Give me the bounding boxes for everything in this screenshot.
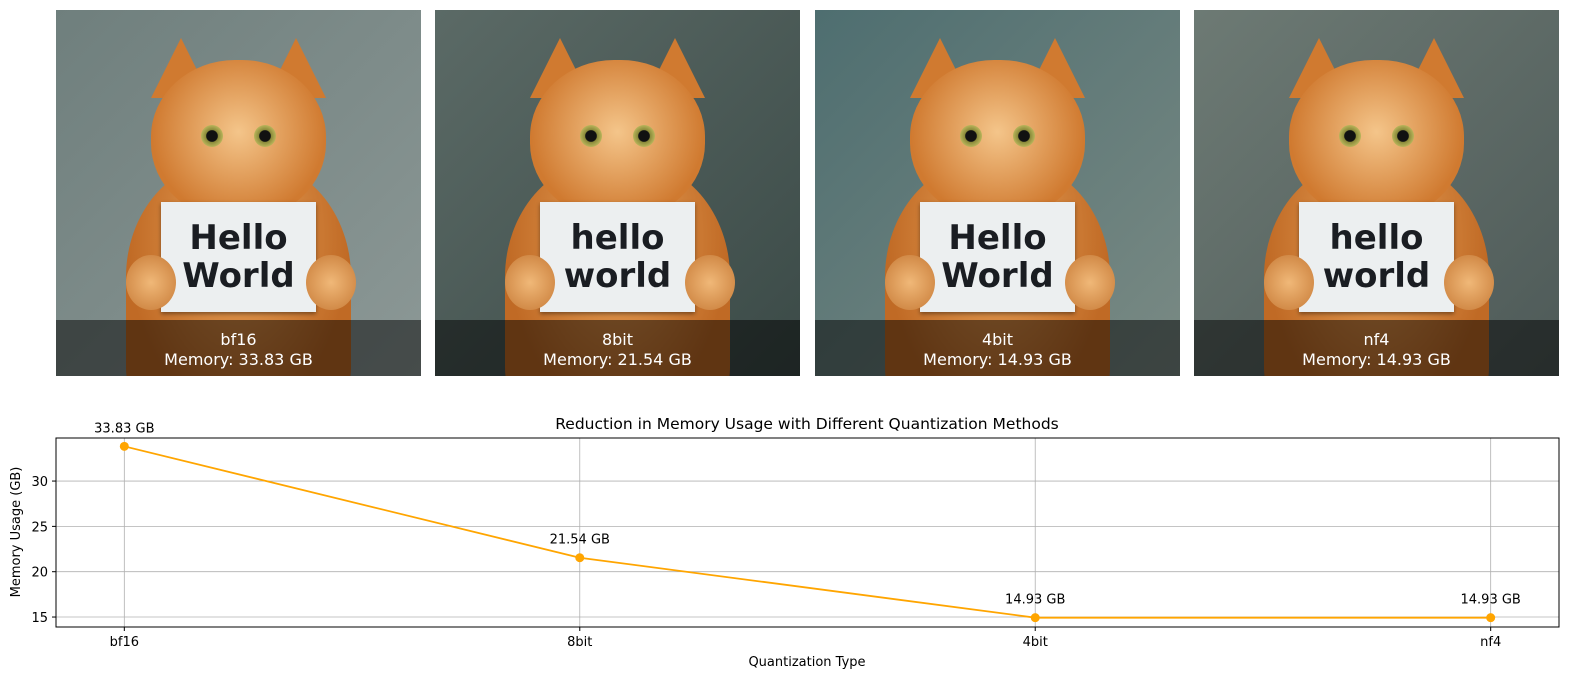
- cat-paw: [685, 255, 735, 310]
- cat-eye: [201, 125, 223, 147]
- data-label: 33.83 GB: [94, 421, 154, 436]
- memory-label: Memory: 14.93 GB: [923, 350, 1072, 369]
- chart-title: Reduction in Memory Usage with Different…: [555, 415, 1059, 433]
- data-point: [575, 553, 585, 563]
- cat-eye: [960, 125, 982, 147]
- data-label: 21.54 GB: [550, 533, 610, 548]
- cat-head: [910, 60, 1085, 220]
- x-tick-label: 8bit: [567, 635, 592, 650]
- caption-band: 8bit Memory: 21.54 GB: [435, 320, 800, 376]
- quantization-label: bf16: [220, 330, 257, 349]
- cat-eye: [254, 125, 276, 147]
- hello-world-sign: hello world: [540, 202, 695, 312]
- memory-label: Memory: 33.83 GB: [164, 350, 313, 369]
- memory-series-line: [124, 445, 1491, 619]
- data-point: [1030, 613, 1040, 623]
- data-label: 14.93 GB: [1461, 593, 1521, 608]
- x-tick-label: bf16: [110, 635, 139, 650]
- cat-paw: [1264, 255, 1314, 310]
- cat-paw: [126, 255, 176, 310]
- cat-paw: [885, 255, 935, 310]
- x-tick-label: 4bit: [1023, 635, 1048, 650]
- memory-label: Memory: 21.54 GB: [543, 350, 692, 369]
- cat-paw: [306, 255, 356, 310]
- axes-frame: [55, 437, 1560, 628]
- y-tick-label: 20: [31, 566, 48, 581]
- image-panel-bf16: Hello World bf16 Memory: 33.83 GB: [56, 10, 421, 376]
- image-panel-nf4: hello world nf4 Memory: 14.93 GB: [1194, 10, 1559, 376]
- cat-head: [151, 60, 326, 220]
- x-tick-label: nf4: [1480, 635, 1501, 650]
- caption-band: 4bit Memory: 14.93 GB: [815, 320, 1180, 376]
- cat-paw: [1065, 255, 1115, 310]
- y-axis-label: Memory Usage (GB): [9, 467, 24, 598]
- quantization-label: 4bit: [981, 330, 1014, 349]
- data-point: [119, 441, 129, 451]
- data-label: 14.93 GB: [1005, 593, 1065, 608]
- cat-eye: [1392, 125, 1414, 147]
- image-panel-8bit: hello world 8bit Memory: 21.54 GB: [435, 10, 800, 376]
- hello-world-sign: Hello World: [920, 202, 1075, 312]
- cat-head: [1289, 60, 1464, 220]
- y-tick-label: 25: [31, 520, 48, 535]
- memory-label: Memory: 14.93 GB: [1302, 350, 1451, 369]
- cat-head: [530, 60, 705, 220]
- cat-eye: [633, 125, 655, 147]
- cat-eye: [1339, 125, 1361, 147]
- x-axis-label: Quantization Type: [748, 655, 865, 670]
- caption-band: nf4 Memory: 14.93 GB: [1194, 320, 1559, 376]
- cat-eye: [580, 125, 602, 147]
- cat-eye: [1013, 125, 1035, 147]
- hello-world-sign: Hello World: [161, 202, 316, 312]
- quantization-label: nf4: [1363, 330, 1390, 349]
- quantization-label: 8bit: [601, 330, 634, 349]
- cat-paw: [1444, 255, 1494, 310]
- y-tick-label: 30: [31, 475, 48, 490]
- cat-paw: [505, 255, 555, 310]
- caption-band: bf16 Memory: 33.83 GB: [56, 320, 421, 376]
- y-tick-label: 15: [31, 611, 48, 626]
- image-panel-4bit: Hello World 4bit Memory: 14.93 GB: [815, 10, 1180, 376]
- hello-world-sign: hello world: [1299, 202, 1454, 312]
- data-point: [1486, 613, 1496, 623]
